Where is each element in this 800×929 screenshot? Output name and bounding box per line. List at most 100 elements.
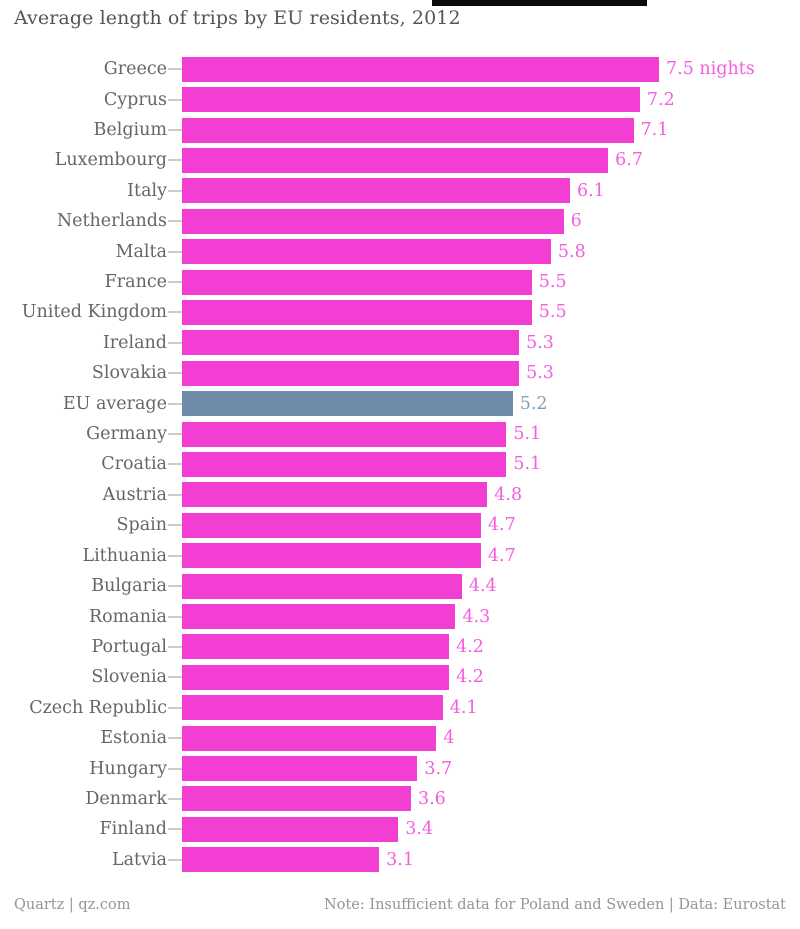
axis-tick	[168, 402, 182, 405]
category-label: Spain	[116, 515, 168, 536]
axis-tick	[168, 98, 182, 101]
chart-row: Lithuania 4.7	[0, 541, 800, 571]
chart-row: Croatia 5.1	[0, 449, 800, 479]
category-label: Latvia	[111, 849, 167, 870]
category-label: Finland	[99, 819, 167, 840]
value-label: 4.3	[462, 606, 491, 627]
bar	[182, 664, 450, 690]
bar	[182, 847, 380, 873]
category-label: Croatia	[101, 454, 167, 475]
axis-tick	[168, 645, 182, 648]
chart-row: Luxembourg 6.7	[0, 145, 800, 175]
chart-row: Romania 4.3	[0, 601, 800, 631]
value-label: 4	[443, 728, 455, 749]
chart-row: Cyprus 7.2	[0, 84, 800, 114]
top-black-bar	[432, 0, 647, 6]
value-label: 4.2	[456, 667, 484, 688]
source-note: Note: Insufficient data for Poland and S…	[324, 897, 786, 913]
chart-row: Italy 6.1	[0, 176, 800, 206]
chart-title: Average length of trips by EU residents,…	[14, 7, 461, 29]
bar	[182, 330, 520, 356]
bar	[182, 573, 462, 599]
category-label: Cyprus	[103, 89, 167, 110]
chart-row: Finland 3.4	[0, 814, 800, 844]
source-branding: Quartz | qz.com	[14, 897, 131, 913]
value-label: 4.1	[449, 697, 478, 718]
bar-eu-average	[182, 391, 513, 417]
value-label: 7.5 nights	[666, 59, 755, 80]
axis-tick	[168, 250, 182, 253]
bar	[182, 269, 532, 295]
axis-tick	[168, 159, 182, 162]
value-label: 7.1	[640, 120, 669, 141]
bar	[182, 147, 609, 173]
value-label: 7.2	[646, 89, 675, 110]
chart-row: Austria 4.8	[0, 480, 800, 510]
value-label: 3.7	[424, 758, 453, 779]
value-label: 4.2	[456, 636, 484, 657]
category-label: United Kingdom	[21, 302, 167, 323]
value-label: 4.7	[487, 545, 516, 566]
bar	[182, 239, 551, 265]
value-label: 5.3	[526, 363, 554, 384]
bar	[182, 451, 507, 477]
chart-row: Estonia 4	[0, 723, 800, 753]
category-label: France	[104, 272, 167, 293]
category-label: Italy	[127, 180, 167, 201]
axis-tick	[168, 493, 182, 496]
chart-row: Greece 7.5 nights	[0, 54, 800, 84]
axis-tick	[168, 281, 182, 284]
value-label: 5.3	[526, 332, 554, 353]
value-label: 3.6	[417, 788, 446, 809]
axis-tick	[168, 706, 182, 709]
value-label: 5.1	[513, 424, 542, 445]
category-label: Malta	[115, 241, 167, 262]
value-label: 3.1	[386, 849, 414, 870]
bar	[182, 756, 418, 782]
category-label: Netherlands	[56, 211, 167, 232]
category-label: Slovakia	[91, 363, 167, 384]
bar	[182, 725, 437, 751]
axis-tick	[168, 129, 182, 132]
chart-row: Denmark 3.6	[0, 784, 800, 814]
category-label: Germany	[86, 424, 167, 445]
bar	[182, 543, 481, 569]
category-label: Romania	[88, 606, 167, 627]
bar	[182, 299, 532, 325]
value-label: 4.4	[468, 576, 497, 597]
value-label: 4.8	[494, 484, 523, 505]
chart-row: Ireland 5.3	[0, 328, 800, 358]
category-label: Lithuania	[82, 545, 167, 566]
value-label: 5.2	[519, 393, 548, 414]
axis-tick	[168, 463, 182, 466]
bar	[182, 816, 399, 842]
bar	[182, 604, 456, 630]
bar	[182, 360, 520, 386]
axis-tick	[168, 858, 182, 861]
axis-tick	[168, 767, 182, 770]
chart-row: Portugal 4.2	[0, 632, 800, 662]
value-label: 6.7	[615, 150, 643, 171]
axis-tick	[168, 828, 182, 831]
axis-tick	[168, 797, 182, 800]
chart-row: Spain 4.7	[0, 510, 800, 540]
category-label: Belgium	[93, 120, 167, 141]
axis-tick	[168, 554, 182, 557]
chart-row: Netherlands 6	[0, 206, 800, 236]
bar	[182, 178, 570, 204]
axis-tick	[168, 737, 182, 740]
chart-row: Latvia 3.1	[0, 845, 800, 875]
bar	[182, 87, 640, 113]
category-label: Hungary	[89, 758, 167, 779]
bar	[182, 208, 564, 234]
bar	[182, 786, 411, 812]
axis-tick	[168, 585, 182, 588]
chart-footer: Quartz | qz.com Note: Insufficient data …	[14, 897, 786, 913]
chart-row: EU average 5.2	[0, 388, 800, 418]
chart-row: Malta 5.8	[0, 236, 800, 266]
value-label: 3.4	[405, 819, 434, 840]
value-label: 5.5	[538, 302, 567, 323]
bar	[182, 117, 634, 143]
axis-tick	[168, 433, 182, 436]
value-label: 5.1	[513, 454, 542, 475]
